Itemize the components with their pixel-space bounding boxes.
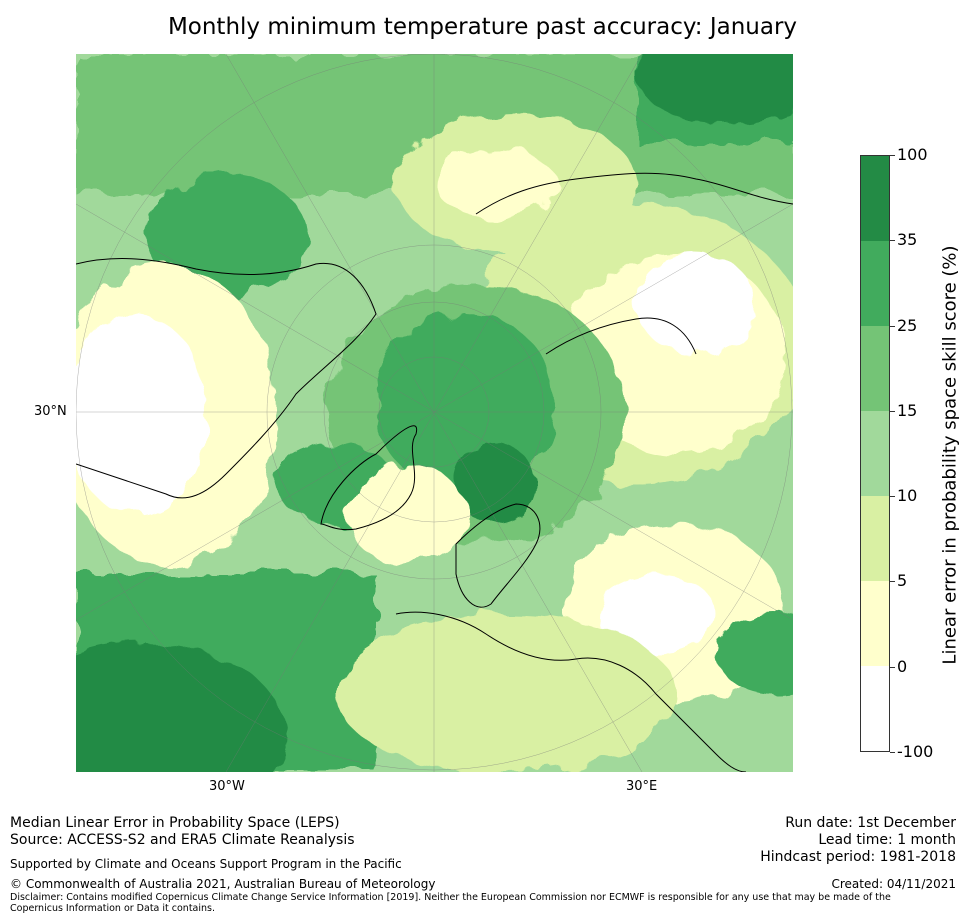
- coast-north-america: [76, 258, 377, 499]
- colorbar-tick-label: -100: [897, 742, 934, 761]
- colorbar-segment: [861, 666, 889, 751]
- colorbar-tick: [890, 155, 895, 156]
- colorbar-tick: [890, 496, 895, 498]
- coastlines: [76, 172, 793, 772]
- skill-region: [76, 644, 286, 772]
- colorbar-segment: [861, 581, 889, 666]
- skill-map-svg: [76, 54, 793, 772]
- skill-region: [436, 149, 556, 219]
- footer-leps-line: Median Linear Error in Probability Space…: [10, 815, 340, 831]
- colorbar-tick-label: 10: [897, 486, 918, 506]
- hindcast-period: Hindcast period: 1981-2018: [760, 849, 956, 865]
- lon-label-30e: 30°E: [626, 779, 658, 794]
- footer-copyright: © Commonwealth of Australia 2021, Austra…: [10, 877, 436, 891]
- skill-region: [346, 464, 466, 564]
- colorbar-tick-label: 15: [897, 400, 918, 420]
- colorbar-tick: [890, 666, 895, 668]
- colorbar-segment: [861, 156, 889, 241]
- coast-greenland: [320, 425, 418, 531]
- footer-support: Supported by Climate and Oceans Support …: [10, 857, 402, 871]
- colorbar-segment: [861, 411, 889, 496]
- coast-siberia: [545, 317, 697, 355]
- colorbar-segment: [861, 496, 889, 581]
- footer-disclaimer: Disclaimer: Contains modified Copernicus…: [10, 892, 891, 914]
- skill-region: [716, 614, 793, 694]
- graticule: [76, 54, 793, 772]
- skill-region: [636, 54, 793, 124]
- coast-scandinavia: [455, 503, 541, 608]
- footer-source-line: Source: ACCESS-S2 and ERA5 Climate Reana…: [10, 832, 355, 848]
- colorbar-segment: [861, 326, 889, 411]
- colorbar-tick-label: 5: [897, 571, 908, 591]
- run-date: Run date: 1st December: [785, 815, 956, 831]
- colorbar-tick: [890, 581, 895, 583]
- skill-region: [336, 614, 676, 772]
- colorbar-segment: [861, 241, 889, 326]
- chart-title: Monthly minimum temperature past accurac…: [167, 14, 798, 40]
- colorbar-tick: [890, 240, 895, 242]
- coast-asia: [475, 172, 793, 215]
- colorbar-tick: [890, 325, 895, 327]
- colorbar-tick: [890, 752, 895, 753]
- colorbar-title: Linear error in probability space skill …: [939, 245, 961, 665]
- colorbar-tick-label: 25: [897, 315, 918, 335]
- skill-region: [76, 314, 206, 514]
- colorbar-tick-label: 100: [897, 145, 928, 164]
- lead-time: Lead time: 1 month: [818, 832, 956, 848]
- colorbar: [860, 155, 890, 752]
- meridian-line: [76, 203, 793, 621]
- colorbar-tick-label: 0: [897, 656, 908, 676]
- polar-map: [76, 54, 793, 772]
- lat-label-30n: 30°N: [34, 404, 67, 419]
- lon-label-30w: 30°W: [209, 779, 245, 794]
- skill-region: [596, 574, 716, 654]
- colorbar-tick: [890, 410, 895, 412]
- coast-europe: [395, 611, 747, 772]
- skill-region: [146, 174, 306, 294]
- colorbar-tick-label: 35: [897, 230, 918, 250]
- skill-region: [636, 254, 756, 354]
- created-date: Created: 04/11/2021: [831, 877, 956, 891]
- meridian-line: [225, 54, 643, 772]
